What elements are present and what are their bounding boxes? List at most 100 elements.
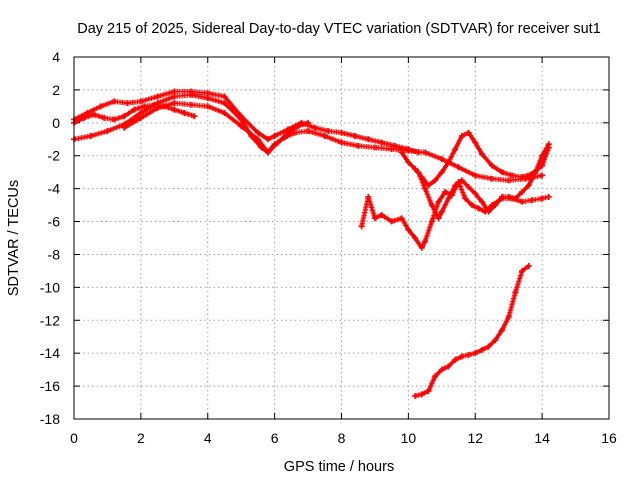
y-tick-label: -8 bbox=[48, 246, 61, 262]
x-axis-label: GPS time / hours bbox=[284, 459, 394, 475]
data-point bbox=[458, 132, 465, 139]
data-point bbox=[505, 313, 512, 320]
data-point bbox=[124, 100, 131, 107]
data-point bbox=[104, 128, 111, 135]
data-point bbox=[509, 172, 516, 179]
data-point bbox=[435, 198, 442, 205]
y-tick-label: -14 bbox=[40, 345, 60, 361]
data-point bbox=[472, 350, 479, 357]
axis-ticks: 0 2 4 6 8 10 12 14 16 4 2 0 -2 -4 -6 -8 -10 -12 -14 -16 -18 bbox=[40, 49, 617, 446]
data-point bbox=[465, 351, 472, 358]
chart-title: Day 215 of 2025, Sidereal Day-to-day VTE… bbox=[77, 21, 601, 37]
data-point bbox=[438, 366, 445, 373]
data-point bbox=[505, 193, 512, 200]
data-point bbox=[151, 101, 158, 108]
x-tick-label: 16 bbox=[601, 430, 617, 446]
data-point bbox=[462, 195, 469, 202]
data-point bbox=[525, 262, 532, 269]
data-point bbox=[412, 165, 419, 172]
data-point bbox=[392, 142, 398, 149]
data-point bbox=[472, 190, 479, 197]
data-point bbox=[121, 124, 128, 131]
data-point bbox=[435, 215, 442, 222]
data-point bbox=[488, 175, 495, 182]
data-point bbox=[171, 106, 178, 113]
data-point bbox=[264, 149, 271, 156]
y-tick-label: -4 bbox=[48, 181, 61, 197]
data-point bbox=[398, 215, 405, 222]
data-point bbox=[485, 343, 492, 350]
data-point bbox=[101, 114, 108, 121]
data-point bbox=[305, 128, 312, 135]
data-point bbox=[91, 111, 98, 118]
data-point bbox=[388, 218, 395, 225]
data-point bbox=[519, 267, 526, 274]
data-point bbox=[545, 141, 552, 148]
data-point bbox=[137, 114, 144, 121]
data-point bbox=[499, 193, 505, 200]
data-point bbox=[452, 356, 459, 363]
data-point bbox=[539, 162, 546, 169]
data-point bbox=[254, 129, 261, 136]
data-point bbox=[291, 129, 298, 136]
data-point bbox=[539, 152, 546, 159]
data-point bbox=[445, 195, 452, 202]
data-point bbox=[321, 132, 328, 139]
data-point bbox=[438, 208, 445, 215]
x-tick-label: 0 bbox=[70, 430, 78, 446]
series-track-4 bbox=[121, 100, 312, 156]
data-point bbox=[492, 337, 499, 344]
data-point bbox=[465, 129, 472, 136]
data-point bbox=[295, 123, 302, 130]
plot-frame bbox=[73, 56, 610, 420]
data-point bbox=[452, 146, 459, 153]
data-point bbox=[87, 132, 94, 139]
y-tick-label: -10 bbox=[40, 279, 60, 295]
data-point bbox=[432, 373, 439, 380]
data-point bbox=[264, 136, 271, 143]
x-tick-label: 6 bbox=[271, 430, 279, 446]
data-point bbox=[532, 169, 539, 176]
data-point bbox=[492, 202, 499, 209]
data-point bbox=[365, 193, 372, 200]
data-point bbox=[131, 106, 138, 113]
data-point bbox=[425, 388, 432, 395]
series-track-8 bbox=[412, 262, 532, 399]
x-tick-label: 10 bbox=[401, 430, 417, 446]
data-point bbox=[311, 124, 318, 131]
data-point bbox=[445, 363, 452, 370]
data-point bbox=[422, 238, 429, 245]
data-point bbox=[512, 289, 519, 296]
data-point bbox=[415, 149, 422, 156]
data-point bbox=[181, 109, 188, 116]
data-point bbox=[499, 327, 505, 334]
y-tick-label: -2 bbox=[48, 148, 61, 164]
data-point bbox=[418, 391, 425, 398]
data-point bbox=[274, 139, 281, 146]
data-point bbox=[478, 151, 485, 158]
data-point bbox=[458, 353, 465, 360]
data-point bbox=[365, 136, 372, 143]
data-point bbox=[472, 139, 479, 146]
series-trace bbox=[412, 263, 532, 399]
data-point bbox=[81, 114, 88, 121]
data-point bbox=[405, 146, 412, 153]
data-point bbox=[445, 159, 452, 166]
data-point bbox=[154, 105, 161, 112]
data-point bbox=[351, 132, 358, 139]
data-point bbox=[171, 100, 178, 107]
data-point bbox=[468, 202, 475, 209]
data-point bbox=[472, 172, 479, 179]
data-point bbox=[371, 215, 378, 222]
data-point bbox=[254, 136, 261, 143]
data-point bbox=[519, 174, 526, 181]
data-point bbox=[545, 193, 552, 200]
data-point bbox=[191, 113, 198, 120]
data-point bbox=[141, 103, 148, 110]
data-point bbox=[455, 164, 462, 171]
data-point bbox=[539, 172, 546, 179]
data-point bbox=[188, 88, 195, 95]
data-point bbox=[519, 188, 526, 195]
data-point bbox=[221, 93, 228, 100]
